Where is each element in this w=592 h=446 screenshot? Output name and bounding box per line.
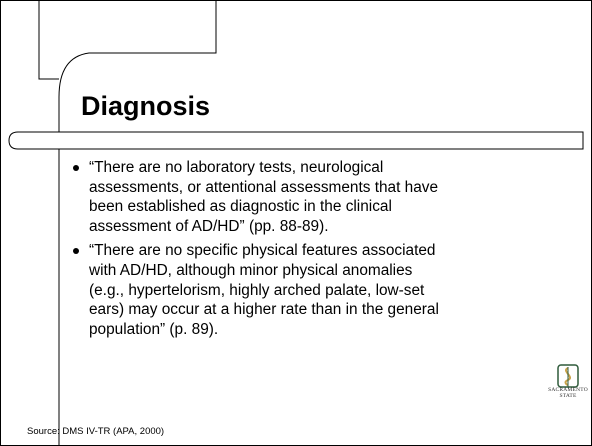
bullet-text: been established as diagnostic in the cl… <box>89 198 392 216</box>
logo: SACRAMENTO STATE <box>545 387 591 399</box>
frame-curve <box>58 1 217 132</box>
source-note: Source: DMS IV-TR (APA, 2000) <box>27 426 165 437</box>
bullet-dot <box>73 165 79 171</box>
logo-icon <box>557 364 579 388</box>
bullet-text: (e.g., hypertelorism, highly arched pala… <box>89 281 425 299</box>
bullet-text: ears) may occur at a higher rate than in… <box>89 301 439 319</box>
logo-text: SACRAMENTO <box>548 387 588 393</box>
bullet-dot <box>73 248 79 255</box>
bullet-text: “There are no specific physical features… <box>89 242 436 260</box>
bullet: “There are no specific physical features… <box>71 241 586 339</box>
bullet-text: with AD/HD, although minor physical anom… <box>89 261 413 279</box>
bullet-text: “There are no laboratory tests, neurolog… <box>89 159 384 176</box>
title-bar <box>8 131 584 150</box>
bullet-text: assessment of AD/HD” (pp. 88-89). <box>89 217 329 235</box>
slide-title: Diagnosis <box>81 91 211 121</box>
logo-text: STATE <box>559 393 577 399</box>
frame-line <box>38 1 59 80</box>
bullet: “There are no laboratory tests, neurolog… <box>71 158 586 236</box>
bullet-list: “There are no laboratory tests, neurolog… <box>71 158 586 344</box>
bullet-text: population” (p. 89). <box>89 320 219 338</box>
bullet-text: assessments, or attentional assessments … <box>89 178 439 196</box>
